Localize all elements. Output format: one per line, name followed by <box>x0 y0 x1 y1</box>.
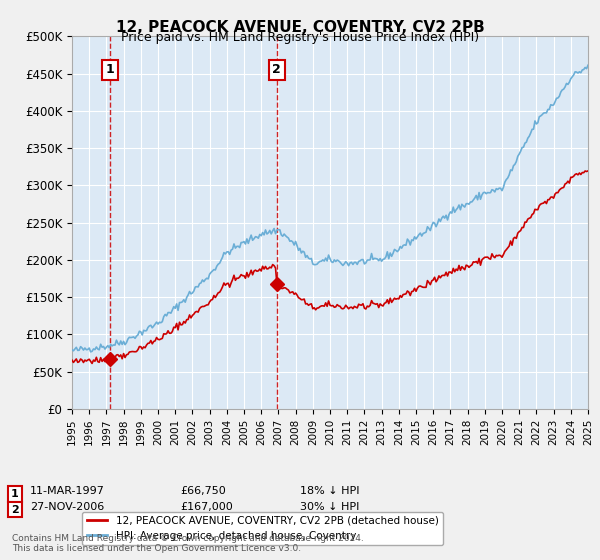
Text: Contains HM Land Registry data © Crown copyright and database right 2024.
This d: Contains HM Land Registry data © Crown c… <box>12 534 364 553</box>
Text: 2: 2 <box>11 505 19 515</box>
Text: 2: 2 <box>272 63 281 76</box>
Text: 27-NOV-2006: 27-NOV-2006 <box>30 502 104 512</box>
Text: £66,750: £66,750 <box>180 486 226 496</box>
Text: 1: 1 <box>105 63 114 76</box>
Text: Price paid vs. HM Land Registry's House Price Index (HPI): Price paid vs. HM Land Registry's House … <box>121 31 479 44</box>
Text: 30% ↓ HPI: 30% ↓ HPI <box>300 502 359 512</box>
Legend: 12, PEACOCK AVENUE, COVENTRY, CV2 2PB (detached house), HPI: Average price, deta: 12, PEACOCK AVENUE, COVENTRY, CV2 2PB (d… <box>82 512 443 545</box>
Text: 1: 1 <box>11 489 19 499</box>
Text: 18% ↓ HPI: 18% ↓ HPI <box>300 486 359 496</box>
Text: 11-MAR-1997: 11-MAR-1997 <box>30 486 105 496</box>
Text: 12, PEACOCK AVENUE, COVENTRY, CV2 2PB: 12, PEACOCK AVENUE, COVENTRY, CV2 2PB <box>116 20 484 35</box>
Text: £167,000: £167,000 <box>180 502 233 512</box>
